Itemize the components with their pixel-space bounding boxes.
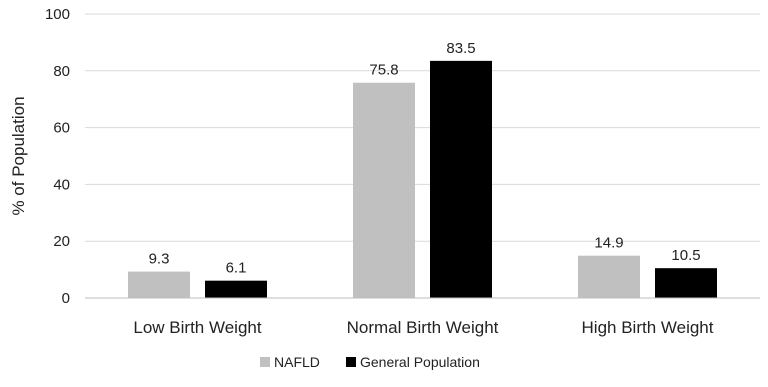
gridlines — [85, 13, 760, 242]
legend-swatch — [260, 357, 270, 367]
bar — [128, 271, 190, 298]
data-label: 9.3 — [149, 251, 170, 268]
legend-label: General Population — [360, 354, 480, 370]
data-labels: 9.3 6.1 75.8 83.5 14.9 10.5 — [149, 40, 701, 277]
y-axis-title: % of Population — [9, 96, 28, 215]
x-category-label: High Birth Weight — [582, 318, 714, 337]
legend-swatch — [346, 357, 356, 367]
bar — [430, 60, 492, 298]
data-label: 10.5 — [671, 247, 700, 264]
bars — [128, 60, 717, 298]
legend: NAFLD General Population — [260, 354, 480, 370]
bar — [205, 280, 267, 298]
bar — [353, 82, 415, 298]
y-tick-label: 0 — [62, 290, 70, 307]
x-category-label: Low Birth Weight — [133, 318, 261, 337]
y-tick-label: 60 — [53, 120, 70, 137]
data-label: 14.9 — [594, 235, 623, 252]
y-tick-label: 100 — [45, 6, 70, 23]
y-tick-label: 40 — [53, 176, 70, 193]
x-axis-categories: Low Birth Weight Normal Birth Weight High … — [133, 318, 713, 337]
y-axis-ticks: 0 20 40 60 80 100 — [45, 6, 70, 307]
data-label: 6.1 — [226, 260, 247, 277]
bar — [655, 268, 717, 298]
data-label: 83.5 — [446, 40, 475, 57]
y-tick-label: 80 — [53, 63, 70, 80]
y-tick-label: 20 — [53, 233, 70, 250]
data-label: 75.8 — [369, 62, 398, 79]
legend-label: NAFLD — [274, 354, 320, 370]
bar — [578, 255, 640, 298]
x-category-label: Normal Birth Weight — [347, 318, 499, 337]
